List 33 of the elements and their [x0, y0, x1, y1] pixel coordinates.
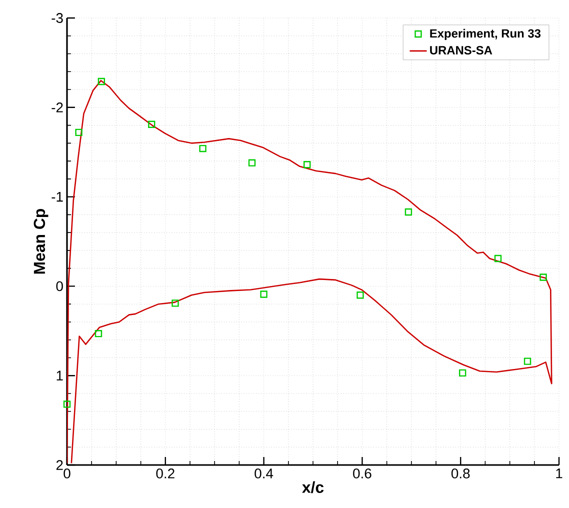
x-tick-label: 0.8: [451, 468, 470, 478]
point: [75, 128, 82, 136]
x-tick-label: 0.6: [353, 468, 372, 478]
point: [524, 358, 532, 365]
y-tick-label: 0: [56, 281, 63, 292]
y-tick-label: -2: [52, 102, 63, 112]
legend-label: Experiment, Run 33: [430, 28, 541, 40]
y-tick-label: -1: [52, 192, 63, 202]
point: [304, 161, 311, 168]
point: [494, 254, 502, 262]
point: [63, 400, 71, 408]
x-tick-label: 0.4: [254, 468, 274, 478]
x-tick-label: 1: [556, 468, 562, 478]
point: [199, 144, 206, 152]
point: [260, 290, 268, 298]
y-tick-label: 1: [56, 370, 63, 380]
point: [148, 120, 156, 128]
x-axis-title: x/c: [302, 481, 324, 494]
point: [98, 78, 106, 86]
legend-label: URANS-SA: [430, 46, 492, 54]
point: [458, 369, 466, 377]
point: [248, 159, 256, 166]
point: [94, 330, 102, 338]
x-tick-label: 0: [64, 468, 70, 478]
point: [172, 300, 179, 307]
x-tick-label: 0.2: [156, 468, 174, 478]
point: [540, 274, 547, 281]
line-series: [67, 80, 552, 464]
y-axis-title: Mean Cp: [34, 208, 48, 274]
y-tick-label: -3: [52, 13, 63, 23]
point: [404, 208, 412, 216]
y-tick-label: 2: [56, 460, 63, 470]
point: [356, 292, 364, 299]
